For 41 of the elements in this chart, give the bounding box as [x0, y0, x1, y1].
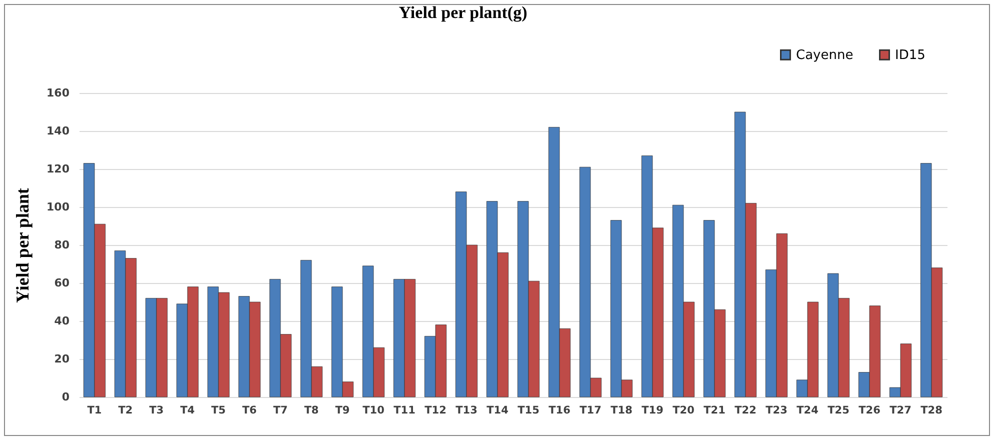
- y-tick-label: 20: [54, 352, 70, 366]
- x-tick-label: T18: [610, 404, 632, 416]
- x-tick-label: T5: [211, 404, 226, 416]
- y-tick-label: 80: [54, 238, 70, 252]
- x-tick-label: T2: [118, 404, 133, 416]
- x-tick-label: T24: [796, 404, 818, 416]
- x-tick-label: T19: [642, 404, 664, 416]
- y-tick-label: 60: [54, 276, 70, 290]
- legend-label: Cayenne: [796, 48, 854, 63]
- x-tick-label: T7: [273, 404, 288, 416]
- x-tick-label: T8: [304, 404, 319, 416]
- y-tick-label: 140: [46, 124, 70, 138]
- x-tick-label: T9: [335, 404, 350, 416]
- x-tick-label: T10: [362, 404, 384, 416]
- x-tick-label: T20: [672, 404, 694, 416]
- x-tick-label: T4: [180, 404, 195, 416]
- x-tick-label: T1: [87, 404, 102, 416]
- x-tick-label: T26: [858, 404, 880, 416]
- x-tick-label: T22: [734, 404, 756, 416]
- x-tick-label: T6: [242, 404, 257, 416]
- legend-label: ID15: [895, 48, 926, 63]
- x-tick-label: T11: [394, 404, 416, 416]
- x-tick-label: T13: [456, 404, 478, 416]
- x-tick-label: T14: [486, 404, 508, 416]
- y-tick-label: 160: [46, 86, 70, 100]
- x-tick-label: T25: [828, 404, 850, 416]
- x-tick-label: T21: [704, 404, 726, 416]
- x-tick-label: T17: [580, 404, 602, 416]
- x-tick-label: T12: [424, 404, 446, 416]
- y-axis-title: Yield per plant: [12, 188, 33, 304]
- x-tick-label: T23: [766, 404, 788, 416]
- x-tick-label: T15: [518, 404, 540, 416]
- y-tick-label: 100: [46, 200, 70, 214]
- y-tick-label: 120: [46, 162, 70, 176]
- chart-title: Yield per plant(g): [398, 3, 528, 22]
- y-tick-label: 40: [54, 314, 70, 328]
- x-tick-label: T3: [149, 404, 164, 416]
- y-tick-label: 0: [62, 390, 70, 404]
- x-tick-label: T28: [920, 404, 942, 416]
- x-tick-label: T27: [890, 404, 912, 416]
- x-tick-label: T16: [548, 404, 570, 416]
